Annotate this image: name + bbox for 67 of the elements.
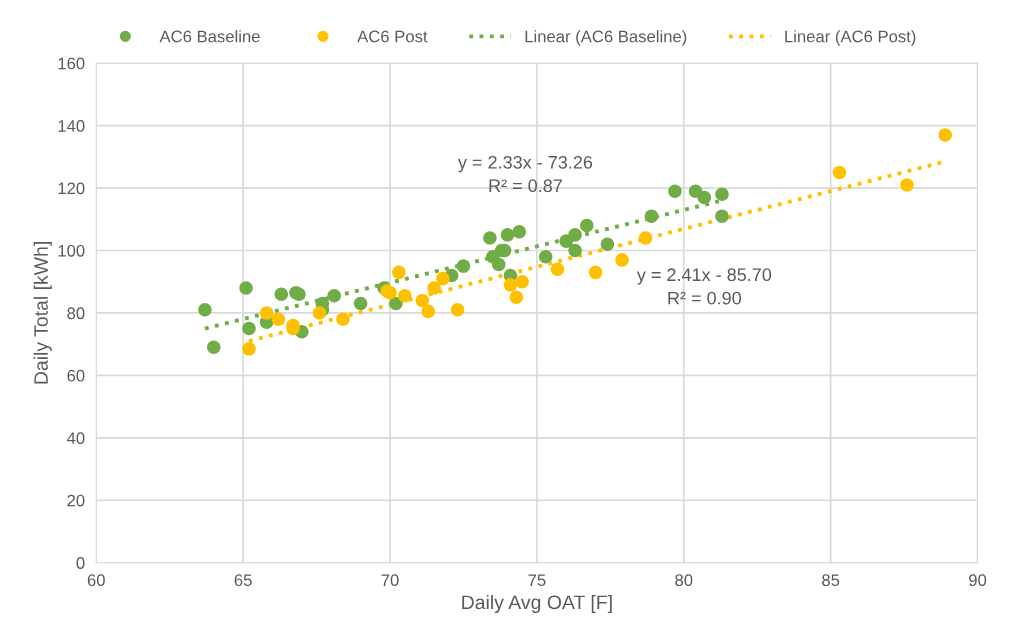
point [715, 209, 729, 223]
x-tick-label: 70 [381, 574, 399, 587]
point [274, 287, 289, 301]
point [242, 321, 256, 336]
y-tick-label: 60 [67, 369, 85, 382]
point [832, 165, 847, 180]
point [456, 259, 471, 273]
point [509, 290, 524, 305]
point [239, 281, 253, 295]
legend-label: AC6 Post [357, 30, 428, 43]
point [568, 243, 582, 258]
legend-label: Linear (AC6 Baseline) [525, 30, 687, 46]
point [615, 253, 629, 267]
point [644, 209, 659, 223]
point [483, 231, 497, 245]
point [588, 265, 603, 280]
point [259, 306, 274, 320]
point [638, 231, 653, 245]
point [600, 237, 615, 252]
point [491, 257, 506, 272]
y-tick-label: 100 [58, 244, 85, 257]
y-tick-label: 120 [58, 182, 85, 195]
point [500, 228, 515, 242]
point [271, 312, 286, 326]
x-axis-title: Daily Avg OAT [F] [462, 594, 612, 614]
x-tick-label: 60 [87, 574, 105, 587]
point [421, 304, 435, 319]
point [353, 296, 368, 311]
y-tick-label: 160 [58, 57, 85, 70]
point [512, 224, 527, 239]
x-tick-label: 80 [675, 574, 693, 587]
point [327, 289, 341, 303]
point [450, 303, 465, 317]
point [336, 312, 350, 326]
point [550, 262, 565, 276]
y-axis-title: Daily Total [kWh] [33, 242, 52, 384]
point [242, 342, 256, 356]
legend-label: AC6 Baseline [159, 30, 260, 43]
point [392, 265, 406, 280]
x-tick-label: 65 [234, 574, 252, 587]
point [568, 228, 582, 242]
point [503, 278, 518, 292]
point [715, 187, 729, 202]
point [580, 218, 594, 233]
y-tick-label: 80 [67, 307, 85, 320]
point [900, 178, 914, 192]
point [697, 190, 712, 205]
point [436, 271, 450, 286]
y-tick-label: 20 [67, 494, 85, 507]
legend-label: Linear (AC6 Post) [785, 30, 916, 46]
x-tick-label: 90 [969, 574, 987, 587]
annotation: y = 2.33x - 73.26 R² = 0.87 [457, 155, 593, 193]
y-tick-label: 0 [76, 557, 85, 569]
point [538, 249, 553, 264]
point [515, 274, 529, 289]
point [397, 289, 412, 303]
point [668, 184, 682, 198]
x-tick-label: 75 [528, 574, 546, 587]
point [427, 281, 441, 295]
point [415, 293, 430, 308]
point [938, 128, 952, 142]
y-tick-label: 140 [58, 120, 85, 132]
y-tick-label: 40 [66, 432, 85, 445]
x-tick-label: 85 [822, 574, 840, 587]
point [198, 303, 212, 317]
annotation: y = 2.41x - 85.70 R² = 0.90 [636, 268, 772, 305]
point [206, 340, 221, 355]
